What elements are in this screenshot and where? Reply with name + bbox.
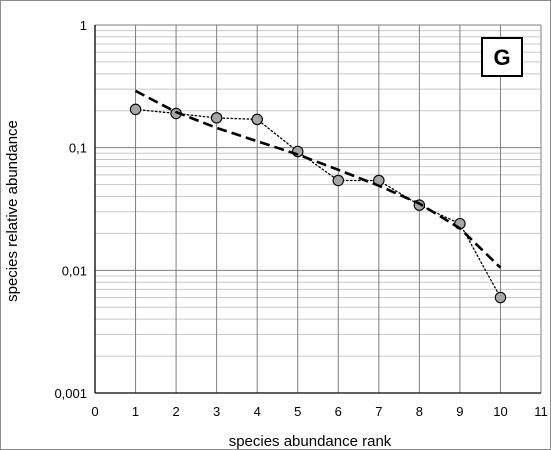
panel-label-frame [481,37,523,77]
y-tick-label: 0,01 [62,263,87,278]
x-tick-label: 6 [335,404,342,419]
x-axis-label: species abundance rank [229,433,392,450]
y-tick-label: 0,1 [69,141,87,156]
x-tick-label: 10 [493,404,507,419]
tick-labels: 0 1 2 3 4 5 6 7 8 9 10 11 0,001 0,01 0,1 1 [54,18,547,419]
fit-dashed-line [134,89,502,269]
plot-frame [94,25,541,394]
y-tick-label: 0,001 [54,386,87,401]
x-tick-label: 8 [416,404,423,419]
observed-dotted-line [134,108,502,299]
x-tick-label: 2 [172,404,179,419]
y-axis-label: species relative abundance [4,120,21,302]
data-point [129,103,142,116]
panel-label: G [493,45,510,70]
x-tick-label: 1 [132,404,139,419]
x-tick-label: 9 [456,404,463,419]
x-tick-label: 4 [254,404,261,419]
x-tick-label: 3 [213,404,220,419]
data-point [332,174,345,187]
x-tick-label: 11 [534,404,548,419]
data-point [251,113,263,126]
data-point [494,291,507,304]
x-tick-label: 7 [375,404,382,419]
y-tick-label: 1 [80,18,87,33]
series-layer [129,89,507,304]
data-point [210,112,223,124]
x-tick-label: 5 [294,404,301,419]
x-tick-label: 0 [91,404,98,419]
panel-label-box: G [481,37,523,77]
